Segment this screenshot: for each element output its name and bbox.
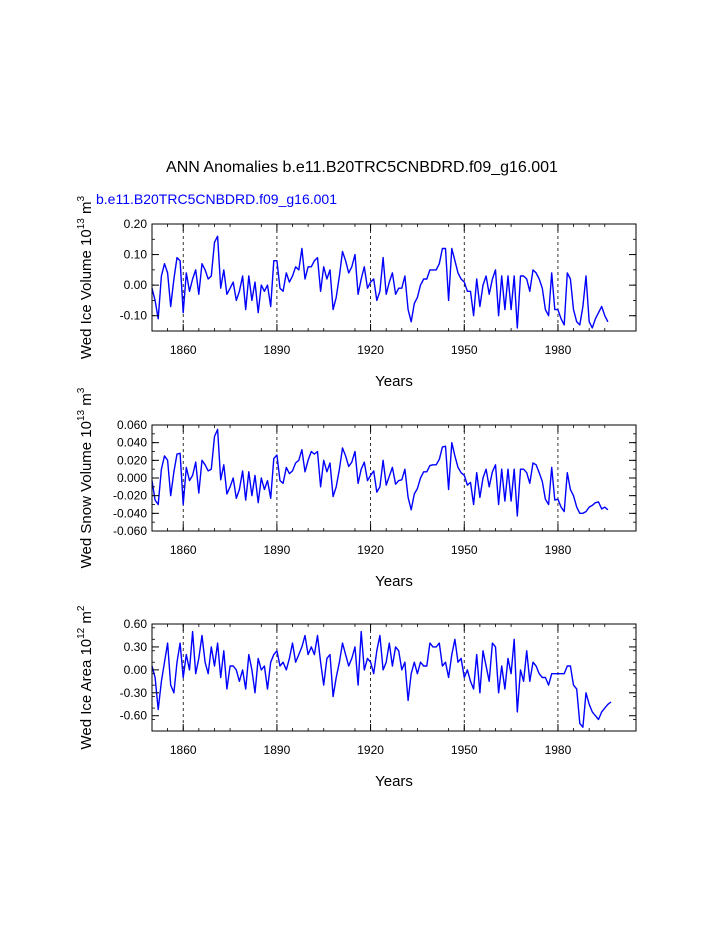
figure-title: ANN Anomalies b.e11.B20TRC5CNBDRD.f09_g1… (166, 159, 558, 176)
y-tick-label: -0.040 (113, 506, 147, 520)
y-tick-label: 0.30 (124, 640, 148, 654)
y-tick-label: -0.10 (120, 309, 148, 323)
x-tick-label: 1890 (264, 343, 291, 357)
y-axis-title: Wed Ice Volume 1013 m3 (76, 195, 95, 359)
x-tick-label: 1920 (357, 543, 384, 557)
panel-snow-volume: 1860 1890 1920 1950 1980 -0.060 -0.040 -0.020 0.… (76, 387, 637, 590)
y-axis-title-unit: m (78, 611, 95, 628)
y-axis-title-unit-exponent: 3 (76, 195, 87, 201)
y-tick-label: 0.040 (117, 436, 147, 450)
y-axis-title-base: Wed Ice Volume 10 (78, 229, 95, 359)
x-tick-label: 1950 (451, 343, 478, 357)
y-tick-label: 0.00 (124, 278, 148, 292)
y-tick-label: 0.10 (124, 248, 148, 262)
x-tick-label: 1890 (264, 543, 291, 557)
y-axis-title: Wed Ice Area 1012 m2 (76, 605, 95, 749)
y-tick-label: -0.020 (113, 489, 147, 503)
y-axis-title-unit: m (78, 393, 95, 410)
x-tick-label: 1890 (264, 743, 291, 757)
y-axis-title-unit-exponent: 2 (76, 605, 87, 611)
x-axis-title: Years (375, 773, 413, 790)
y-axis-title-exponent: 12 (76, 627, 87, 639)
y-axis-title-exponent: 13 (76, 409, 87, 421)
y-tick-label: 0.00 (124, 663, 148, 677)
x-axis-title: Years (375, 373, 413, 390)
y-tick-label: 0.60 (124, 617, 148, 631)
x-tick-label: 1950 (451, 543, 478, 557)
plot-frame (151, 223, 637, 332)
y-axis-title-unit: m (78, 201, 95, 218)
x-tick-label: 1980 (545, 543, 572, 557)
y-tick-label: -0.60 (120, 709, 148, 723)
y-tick-label: 0.060 (117, 418, 147, 432)
y-tick-label: -0.30 (120, 686, 148, 700)
plot-frame (151, 623, 637, 732)
x-tick-label: 1920 (357, 743, 384, 757)
x-tick-label: 1920 (357, 343, 384, 357)
panels: 1860 1890 1920 1950 1980 -0.10 0.00 0.10 0.20 Yea… (76, 195, 637, 790)
series-line-ice-area (151, 630, 612, 728)
panel-ice-area: 1860 1890 1920 1950 1980 -0.60 -0.30 0.00 0.30 0.… (76, 605, 637, 790)
x-tick-label: 1860 (170, 543, 197, 557)
panel-ice-volume: 1860 1890 1920 1950 1980 -0.10 0.00 0.10 0.20 Yea… (76, 195, 637, 390)
y-tick-label: 0.000 (117, 471, 147, 485)
series-line-ice-volume (151, 235, 609, 329)
y-axis-title-unit-exponent: 3 (76, 387, 87, 393)
y-tick-label: -0.060 (113, 524, 147, 538)
y-tick-label: 0.020 (117, 453, 147, 467)
y-tick-label: 0.20 (124, 217, 148, 231)
y-axis-title-base: Wed Snow Volume 10 (78, 421, 95, 568)
x-tick-label: 1860 (170, 743, 197, 757)
y-axis-title: Wed Snow Volume 1013 m3 (76, 387, 95, 568)
x-tick-label: 1950 (451, 743, 478, 757)
series-line-snow-volume (151, 428, 609, 517)
x-tick-label: 1980 (545, 743, 572, 757)
y-axis-title-base: Wed Ice Area 10 (78, 639, 95, 750)
x-axis-title: Years (375, 573, 413, 590)
x-tick-label: 1860 (170, 343, 197, 357)
x-tick-label: 1980 (545, 343, 572, 357)
series-label: b.e11.B20TRC5CNBDRD.f09_g16.001 (96, 191, 337, 207)
y-axis-title-exponent: 13 (76, 218, 87, 230)
